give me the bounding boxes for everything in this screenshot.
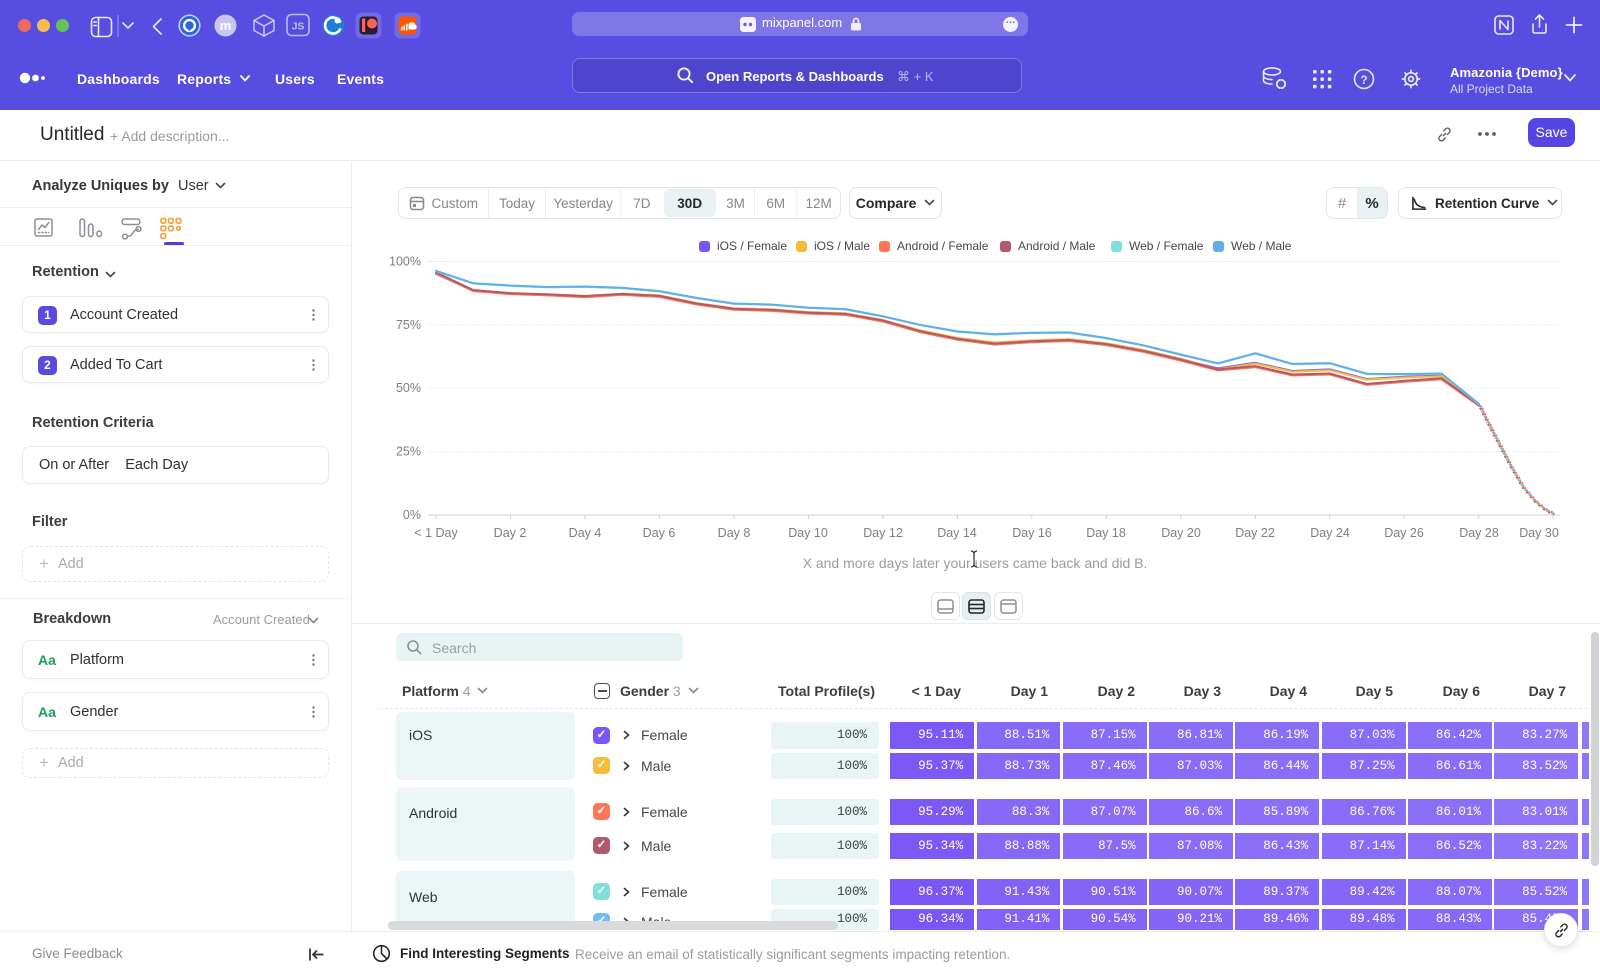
svg-text:?: ? bbox=[1360, 75, 1367, 87]
svg-text:100%: 100% bbox=[389, 254, 421, 268]
svg-text:50%: 50% bbox=[396, 381, 421, 395]
svg-text:0%: 0% bbox=[403, 508, 421, 522]
svg-text:25%: 25% bbox=[396, 445, 421, 459]
svg-text:JS: JS bbox=[292, 21, 305, 33]
svg-text:m: m bbox=[220, 18, 232, 33]
svg-text:75%: 75% bbox=[396, 318, 421, 332]
